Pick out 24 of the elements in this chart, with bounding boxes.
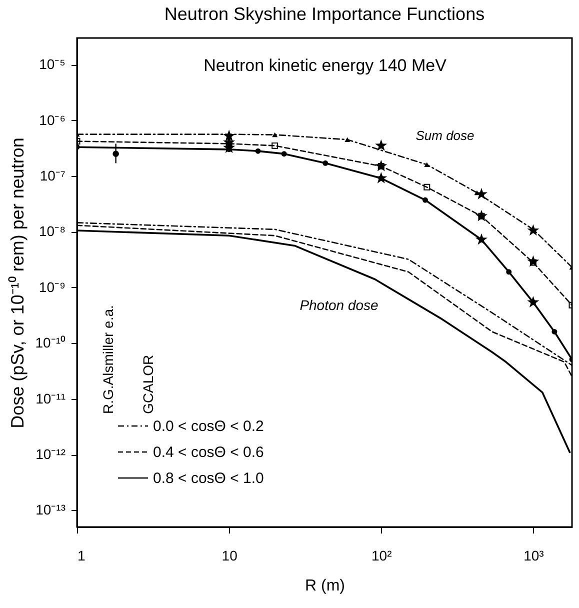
- y-tick-label: 10⁻⁸: [39, 223, 66, 240]
- y-axis-title: Dose (pSv, or 10⁻¹⁰ rem) per neutron: [7, 138, 28, 428]
- y-tick-label: 10⁻⁷: [40, 167, 66, 184]
- x-axis-title: R (m): [305, 578, 345, 594]
- annotation: GCALOR: [140, 354, 156, 414]
- y-tick-label: 10⁻⁹: [38, 278, 66, 295]
- annotation: Sum dose: [416, 128, 474, 143]
- annotation: R.G.Alsmiller e.a.: [100, 305, 116, 414]
- legend-label: 0.4 < cosΘ < 0.6: [153, 444, 264, 461]
- y-tick-label: 10⁻⁵: [39, 56, 66, 72]
- x-tick-label: 10: [222, 548, 238, 564]
- legend-label: 0.0 < cosΘ < 0.2: [153, 418, 264, 435]
- x-tick-label: 10²: [372, 548, 392, 564]
- annotation: Neutron kinetic energy 140 MeV: [204, 56, 448, 75]
- legend-label: 0.8 < cosΘ < 1.0: [153, 470, 264, 487]
- y-tick-label: 10⁻¹²: [36, 446, 66, 462]
- chart-title: Neutron Skyshine Importance Functions: [164, 4, 485, 24]
- annotation: Photon dose: [300, 297, 379, 313]
- y-tick-label: 10⁻¹³: [36, 502, 66, 518]
- y-tick-label: 10⁻¹⁰: [35, 334, 66, 351]
- y-tick-label: 10⁻⁶: [39, 112, 66, 128]
- x-tick-label: 1: [78, 548, 86, 564]
- y-tick-label: 10⁻¹¹: [36, 390, 66, 406]
- x-tick-label: 10³: [524, 548, 544, 564]
